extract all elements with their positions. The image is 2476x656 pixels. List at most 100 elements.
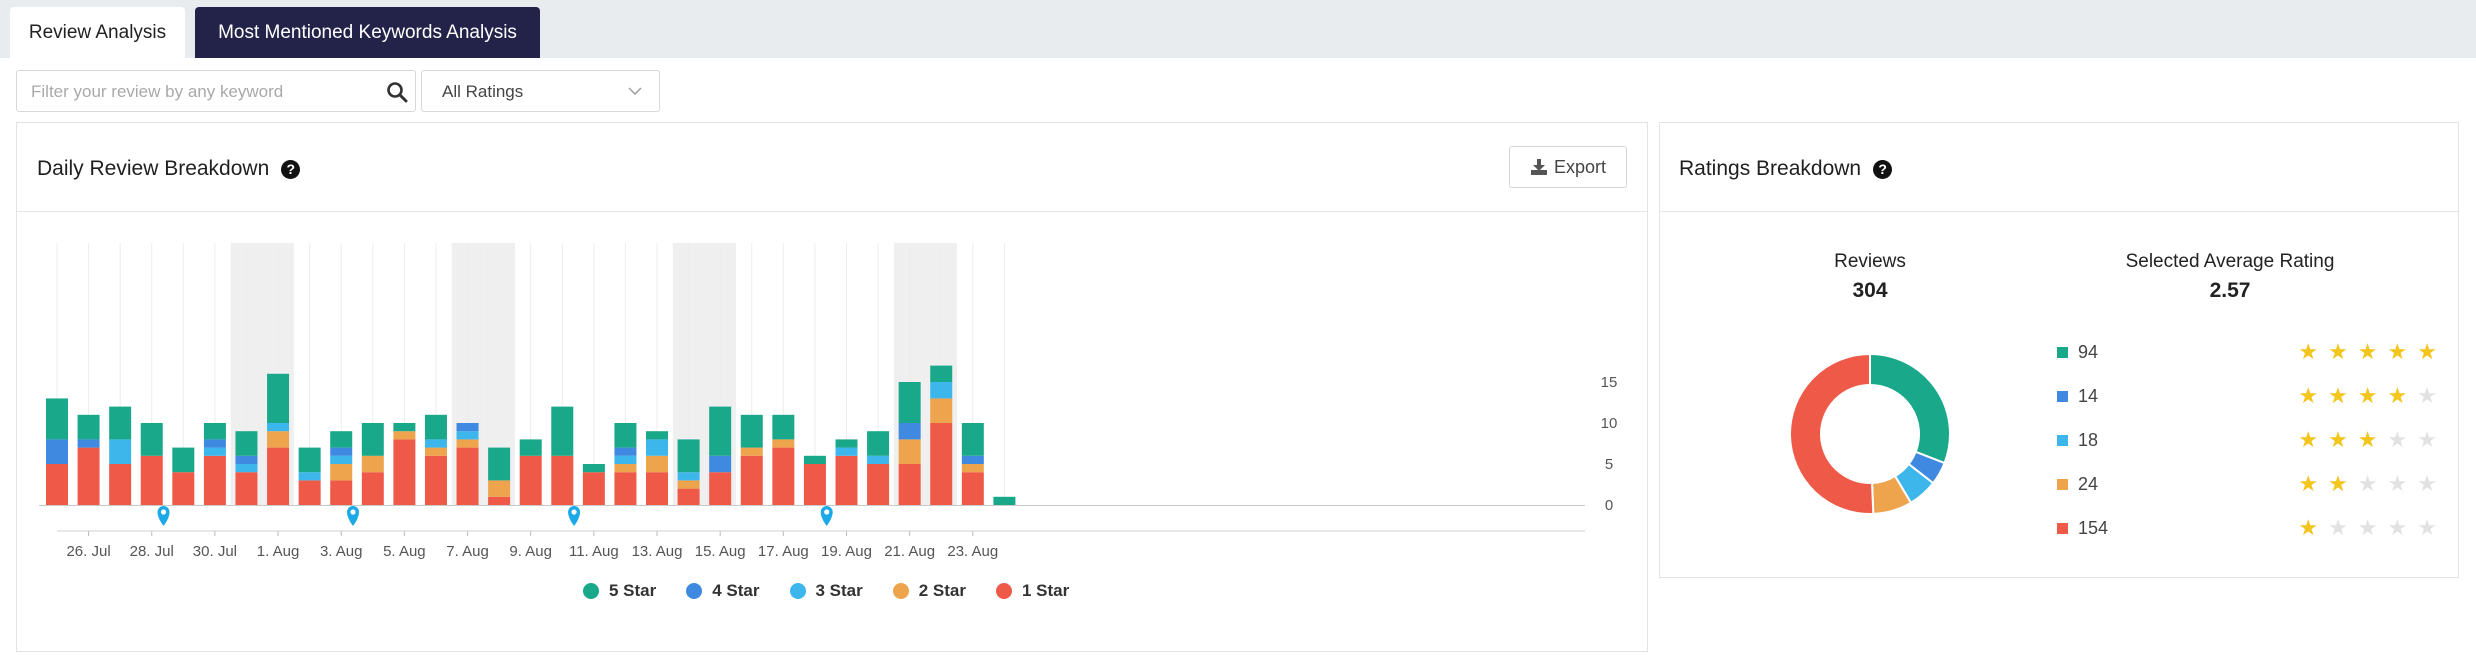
- bar-5-star: [488, 447, 511, 481]
- event-marker-icon[interactable]: [347, 506, 360, 526]
- bar-3-star: [930, 382, 953, 399]
- star-icon: ★: [2387, 383, 2408, 408]
- legend-item-4-star[interactable]: 4 Star: [686, 581, 760, 601]
- rating-row-3-star[interactable]: 18 ★ ★ ★ ★ ★: [2057, 428, 2437, 452]
- rating-color-swatch: [2057, 390, 2068, 402]
- bar-3-star: [109, 439, 132, 464]
- x-tick-label: 21. Aug: [884, 543, 935, 560]
- bar-2-star: [393, 431, 416, 440]
- tab-review-analysis[interactable]: Review Analysis: [10, 7, 185, 58]
- bar-2-star: [898, 439, 921, 464]
- legend-dot: [996, 583, 1012, 599]
- y-tick-label: 10: [1601, 415, 1618, 432]
- rating-color-swatch: [2057, 478, 2068, 490]
- rating-row-2-star[interactable]: 24 ★ ★ ★ ★ ★: [2057, 472, 2437, 496]
- bar-1-star: [424, 455, 447, 505]
- bar-4-star: [330, 447, 353, 456]
- bar-5-star: [614, 423, 637, 448]
- search-icon[interactable]: [385, 80, 409, 104]
- export-label: Export: [1553, 156, 1607, 177]
- bar-1-star: [709, 472, 732, 505]
- bar-5-star: [867, 431, 890, 456]
- bar-4-star: [961, 455, 984, 464]
- legend-label: 2 Star: [918, 581, 966, 600]
- bar-1-star: [677, 488, 700, 505]
- bar-5-star: [298, 447, 321, 473]
- rating-row-4-star[interactable]: 14 ★ ★ ★ ★ ★: [2057, 384, 2437, 408]
- keyword-search: [16, 70, 416, 112]
- bar-3-star: [614, 455, 637, 464]
- legend-item-1-star[interactable]: 1 Star: [996, 581, 1069, 601]
- bar-5-star: [772, 414, 795, 440]
- legend-item-3-star[interactable]: 3 Star: [789, 581, 863, 601]
- donut-slice-1-star[interactable]: [1789, 352, 1875, 515]
- x-tick-label: 3. Aug: [320, 543, 363, 560]
- star-icon: ★: [2387, 427, 2408, 452]
- ratings-title: Ratings Breakdown: [1679, 157, 1862, 180]
- bar-5-star: [393, 423, 416, 432]
- star-icon: ★: [2328, 427, 2348, 452]
- x-tick-label: 30. Jul: [193, 543, 237, 560]
- bar-5-star: [424, 414, 447, 440]
- bar-5-star: [172, 447, 195, 473]
- rating-count: 18: [2078, 429, 2099, 450]
- rating-row-5-star[interactable]: 94 ★ ★ ★ ★ ★: [2057, 340, 2437, 364]
- search-input[interactable]: [31, 80, 371, 104]
- bar-1-star: [646, 472, 669, 505]
- ratings-select[interactable]: All Ratings: [421, 70, 660, 112]
- legend-dot: [892, 583, 909, 599]
- bar-3-star: [235, 464, 258, 473]
- x-tick-label: 28. Jul: [130, 543, 174, 560]
- question-circle-icon[interactable]: ?: [281, 159, 301, 179]
- bar-4-star: [709, 455, 732, 473]
- tab-keywords-analysis[interactable]: Most Mentioned Keywords Analysis: [195, 7, 540, 58]
- x-tick-label: 9. Aug: [509, 543, 552, 560]
- bar-5-star: [803, 455, 826, 464]
- bar-5-star: [109, 406, 132, 440]
- legend-item-2-star[interactable]: 2 Star: [892, 581, 966, 601]
- bar-5-star: [993, 496, 1016, 505]
- x-tick-label: 11. Aug: [569, 543, 619, 560]
- star-icon: ★: [2357, 427, 2378, 452]
- rating-row-1-star[interactable]: 154 ★ ★ ★ ★ ★: [2057, 516, 2437, 540]
- star-icon: ★: [2298, 383, 2319, 408]
- bar-2-star: [677, 480, 700, 489]
- bar-5-star: [551, 406, 574, 456]
- bar-5-star: [709, 406, 732, 456]
- bar-5-star: [677, 439, 700, 473]
- export-button[interactable]: Export: [1509, 146, 1627, 188]
- rating-count: 154: [2078, 517, 2109, 538]
- bar-1-star: [519, 455, 542, 505]
- question-circle-icon[interactable]: ?: [1873, 159, 1893, 179]
- legend-label: 5 Star: [609, 581, 657, 600]
- legend-dot: [583, 583, 599, 599]
- bar-3-star: [203, 447, 226, 456]
- bar-1-star: [582, 472, 605, 505]
- event-marker-icon[interactable]: [157, 506, 170, 526]
- donut-slice-5-star[interactable]: [1869, 352, 1951, 465]
- bar-1-star: [77, 447, 100, 505]
- daily-review-chart: 0 5 10 15 26. Jul 28. Jul 30. Jul 1. Aug 3. Aug 5…: [39, 243, 1618, 560]
- star-icon: ★: [2328, 471, 2348, 496]
- bar-5-star: [361, 423, 384, 456]
- event-marker-icon[interactable]: [820, 506, 833, 526]
- bar-5-star: [740, 414, 763, 448]
- legend-item-5-star[interactable]: 5 Star: [583, 581, 656, 601]
- panel-divider: [17, 211, 1647, 212]
- bar-2-star: [456, 439, 479, 448]
- x-tick-label: 7. Aug: [446, 543, 489, 560]
- bar-4-star: [235, 455, 258, 464]
- reviews-count: 304: [1852, 279, 1888, 302]
- bar-1-star: [898, 464, 921, 505]
- star-icon: ★: [2357, 383, 2378, 408]
- rating-count: 94: [2078, 341, 2099, 362]
- ratings-breakdown-panel: Ratings Breakdown ? Reviews 304 Selected…: [1659, 122, 2459, 578]
- bar-1-star: [393, 439, 416, 505]
- event-marker-icon[interactable]: [568, 506, 581, 526]
- bar-5-star: [140, 423, 163, 456]
- bar-2-star: [646, 455, 669, 473]
- legend-label: 3 Star: [815, 581, 863, 600]
- bar-1-star: [235, 472, 258, 505]
- x-tick-label: 23. Aug: [947, 543, 998, 560]
- x-tick-label: 19. Aug: [821, 543, 872, 560]
